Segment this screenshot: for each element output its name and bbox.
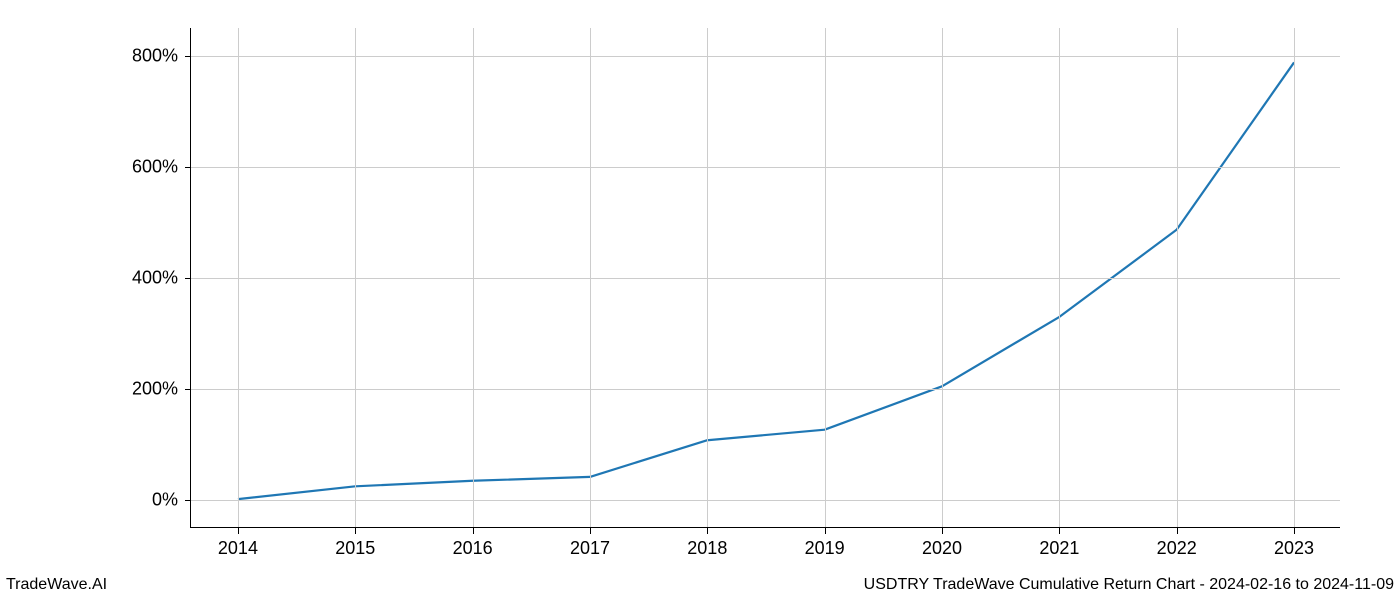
x-tick-mark xyxy=(1059,528,1060,534)
x-tick-mark xyxy=(942,528,943,534)
x-tick-label: 2023 xyxy=(1274,538,1314,559)
x-tick-mark xyxy=(355,528,356,534)
x-tick-label: 2017 xyxy=(570,538,610,559)
x-tick-mark xyxy=(1177,528,1178,534)
y-tick-mark xyxy=(185,167,191,168)
y-tick-label: 0% xyxy=(152,490,178,511)
x-tick-mark xyxy=(1294,528,1295,534)
x-tick-mark xyxy=(825,528,826,534)
grid-line-horizontal xyxy=(191,389,1340,390)
x-tick-label: 2022 xyxy=(1157,538,1197,559)
x-tick-mark xyxy=(473,528,474,534)
footer-left-label: TradeWave.AI xyxy=(6,576,107,594)
x-tick-label: 2014 xyxy=(218,538,258,559)
y-tick-label: 200% xyxy=(132,379,178,400)
footer-right-label: USDTRY TradeWave Cumulative Return Chart… xyxy=(864,576,1394,594)
grid-line-horizontal xyxy=(191,500,1340,501)
chart-container: 2014201520162017201820192020202120222023… xyxy=(0,0,1400,600)
x-tick-label: 2021 xyxy=(1039,538,1079,559)
x-tick-mark xyxy=(238,528,239,534)
y-tick-mark xyxy=(185,500,191,501)
grid-line-horizontal xyxy=(191,56,1340,57)
x-tick-label: 2020 xyxy=(922,538,962,559)
y-tick-label: 400% xyxy=(132,268,178,289)
y-tick-label: 600% xyxy=(132,156,178,177)
y-tick-mark xyxy=(185,56,191,57)
grid-line-horizontal xyxy=(191,278,1340,279)
x-tick-label: 2015 xyxy=(335,538,375,559)
plot-area: 2014201520162017201820192020202120222023 xyxy=(190,28,1340,528)
x-tick-label: 2018 xyxy=(687,538,727,559)
x-tick-mark xyxy=(707,528,708,534)
y-tick-mark xyxy=(185,278,191,279)
x-tick-label: 2016 xyxy=(453,538,493,559)
grid-line-horizontal xyxy=(191,167,1340,168)
x-tick-label: 2019 xyxy=(805,538,845,559)
x-tick-mark xyxy=(590,528,591,534)
y-tick-mark xyxy=(185,389,191,390)
y-tick-label: 800% xyxy=(132,45,178,66)
